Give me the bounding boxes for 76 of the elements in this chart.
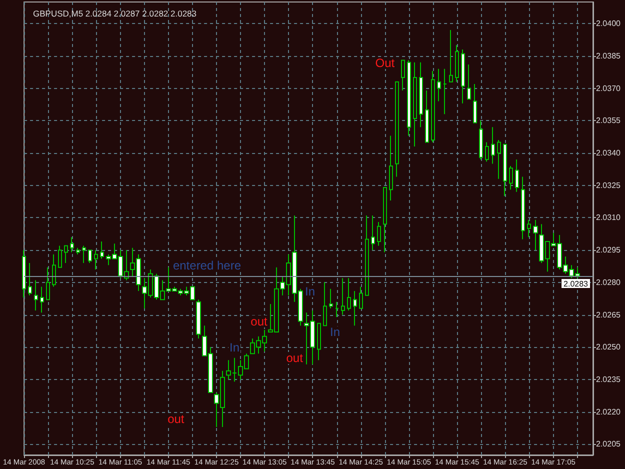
- candlestick: [341, 278, 345, 316]
- candlestick: [196, 299, 201, 340]
- annotation: In: [304, 284, 315, 298]
- candlestick: [100, 240, 104, 260]
- candlestick: [389, 135, 393, 201]
- candlestick: [46, 266, 50, 300]
- y-tick-label: 2.0250: [596, 342, 622, 352]
- candlestick: [527, 219, 531, 238]
- y-tick-label: 2.0265: [596, 310, 622, 320]
- candlestick: [40, 286, 44, 314]
- candlestick: [22, 250, 26, 298]
- candlestick: [497, 140, 501, 180]
- annotation: out: [168, 412, 185, 426]
- y-tick-label: 2.0280: [596, 278, 622, 287]
- candlestick: [485, 142, 489, 162]
- y-tick-label: 2.0310: [596, 213, 622, 222]
- candlestick: [347, 278, 351, 311]
- candlestick: [443, 68, 447, 115]
- candlestick: [491, 126, 495, 164]
- candlestick: [437, 68, 441, 102]
- candlestick: [395, 81, 399, 178]
- candlestick: [407, 60, 411, 136]
- candlestick: [28, 262, 32, 296]
- candlestick: [413, 62, 417, 148]
- y-tick-label: 2.0400: [596, 19, 622, 28]
- annotation: out: [250, 314, 268, 328]
- y-tick-label: 2.0355: [596, 116, 622, 126]
- candlestick: [515, 158, 519, 192]
- y-tick-label: 2.0220: [596, 407, 622, 416]
- y-tick-label: 2.0325: [596, 180, 622, 190]
- candlestick: [353, 290, 357, 326]
- candlestick: [461, 48, 465, 104]
- annotation: In: [230, 340, 240, 354]
- candlestick: [467, 64, 471, 100]
- y-tick-label: 2.0385: [596, 51, 622, 60]
- candlestick: [419, 62, 423, 128]
- candlestick: [70, 236, 74, 253]
- annotation: Out: [375, 56, 396, 70]
- candlestick: [383, 187, 387, 253]
- candlestick: [377, 222, 381, 246]
- candlestick: [329, 288, 333, 309]
- candlestick: [473, 83, 477, 124]
- candlestick: [76, 247, 80, 255]
- annotation: entered here: [172, 258, 242, 272]
- y-tick-label: 2.0370: [596, 84, 622, 93]
- candlestick: [479, 120, 483, 160]
- text: GBPUSD,M5 2.0284 2.0287 2.0282 2.0283: [33, 8, 197, 18]
- candlestick: [503, 144, 507, 197]
- y-tick-label: 2.0235: [596, 375, 622, 384]
- y-tick-label: 2.0295: [596, 246, 622, 255]
- annotation: out: [286, 351, 304, 366]
- candlestick: [335, 301, 339, 318]
- candlestick: [401, 60, 405, 91]
- candlestick: [34, 280, 38, 311]
- candlestick: [317, 322, 321, 361]
- candlestick: [365, 215, 369, 296]
- candlestick: [449, 30, 453, 82]
- candlestick: [323, 282, 327, 326]
- ref-line-label: 2.0283: [564, 279, 589, 288]
- candlestick: [521, 176, 525, 240]
- candlestick: [94, 250, 98, 270]
- candlestick: [371, 215, 375, 251]
- candlestick: [82, 245, 86, 264]
- candlestick: [58, 245, 62, 268]
- y-tick-label: 2.0340: [596, 148, 622, 158]
- candlestick: [52, 254, 56, 288]
- candlestick: [431, 70, 435, 143]
- candlestick: [509, 165, 513, 190]
- candlestick: [64, 245, 68, 264]
- candlestick: [88, 250, 92, 264]
- candlestick: [533, 219, 538, 251]
- candlestick: [455, 44, 459, 82]
- y-tick-label: 2.0205: [596, 440, 622, 449]
- candlestick: [425, 90, 429, 143]
- annotation: In: [330, 325, 340, 340]
- candlestick: [359, 286, 363, 309]
